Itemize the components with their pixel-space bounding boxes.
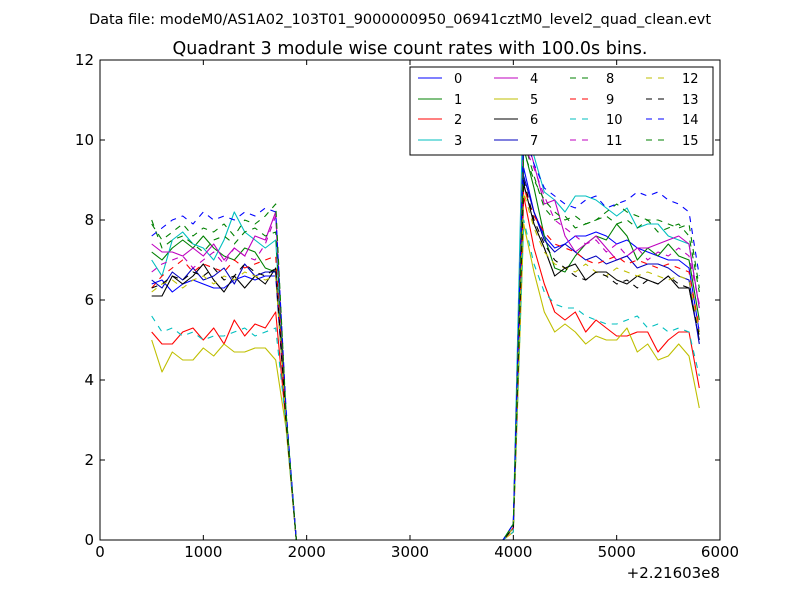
legend-label-12: 12 — [682, 72, 699, 87]
legend-label-8: 8 — [606, 72, 614, 87]
suptitle: Data file: modeM0/AS1A02_103T01_90000009… — [89, 12, 711, 28]
x-tick-label: 4000 — [494, 543, 532, 561]
series-line-3 — [151, 75, 700, 540]
y-tick-label: 10 — [75, 131, 94, 149]
series-line-5 — [151, 223, 700, 540]
series-line-10 — [151, 219, 700, 540]
legend-label-10: 10 — [606, 113, 623, 128]
series-line-14 — [151, 131, 700, 540]
legend-label-7: 7 — [530, 134, 538, 149]
legend-label-5: 5 — [530, 93, 538, 108]
y-tick-label: 12 — [75, 51, 94, 69]
x-tick-label: 3000 — [391, 543, 429, 561]
y-tick-label: 8 — [84, 211, 94, 229]
series-line-13 — [151, 179, 700, 540]
x-tick-label: 2000 — [288, 543, 326, 561]
y-tick-label: 4 — [84, 371, 94, 389]
legend-label-3: 3 — [454, 134, 462, 149]
x-tick-label: 6000 — [701, 543, 739, 561]
legend-label-4: 4 — [530, 72, 538, 87]
x-tick-label: 5000 — [598, 543, 636, 561]
series-line-1 — [151, 147, 700, 540]
x-tick-label: 0 — [95, 543, 105, 561]
legend-label-1: 1 — [454, 93, 462, 108]
series-line-12 — [151, 191, 700, 540]
legend-label-6: 6 — [530, 113, 538, 128]
series-line-8 — [151, 139, 700, 540]
legend-label-0: 0 — [454, 72, 462, 87]
series-line-15 — [151, 151, 700, 540]
y-tick-label: 0 — [84, 531, 94, 549]
x-tick-label: 1000 — [184, 543, 222, 561]
x-offset-label: +2.21603e8 — [627, 564, 720, 582]
y-tick-label: 2 — [84, 451, 94, 469]
legend-label-11: 11 — [606, 134, 623, 149]
legend-label-2: 2 — [454, 113, 462, 128]
legend-label-15: 15 — [682, 134, 699, 149]
series-layer — [151, 75, 700, 540]
legend-label-9: 9 — [606, 93, 614, 108]
y-tick-label: 6 — [84, 291, 94, 309]
series-line-6 — [151, 183, 700, 540]
chart-title: Quadrant 3 module wise count rates with … — [173, 39, 648, 59]
legend-label-13: 13 — [682, 93, 699, 108]
legend-label-14: 14 — [682, 113, 699, 128]
series-line-2 — [151, 195, 700, 540]
series-line-11 — [151, 143, 700, 540]
